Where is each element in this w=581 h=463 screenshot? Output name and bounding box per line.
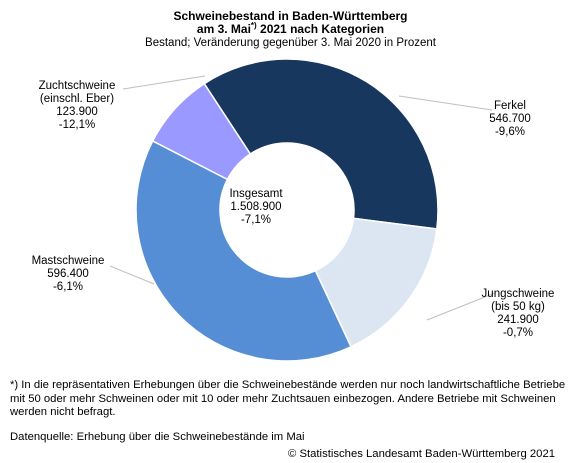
slice-ferkel [203, 58, 439, 230]
label-zuchtschweine: Zuchtschweine (einschl. Eber) 123.900 -1… [22, 80, 132, 132]
slice-mastschweine [135, 139, 353, 362]
label-zuchtschweine-change: -12,1% [58, 119, 96, 131]
slice-jungschweine [314, 217, 438, 348]
footnote-text: *) In die repräsentativen Erhebungen übe… [10, 379, 566, 418]
center-value: 1.508.900 [230, 201, 282, 213]
leader-mastschweine [109, 265, 155, 285]
label-ferkel-change: -9,6% [494, 126, 526, 138]
center-change: -7,1% [240, 214, 272, 226]
label-mastschweine-name: Mastschweine [31, 255, 105, 267]
label-jungschweine: Jungschweine (bis 50 kg) 241.900 -0,7% [468, 288, 568, 340]
label-ferkel-name: Ferkel [494, 100, 526, 112]
label-jungschweine-qualifier: (bis 50 kg) [491, 301, 545, 313]
label-mastschweine-change: -6,1% [52, 281, 84, 293]
center-label: Insgesamt 1.508.900 -7,1% [186, 188, 326, 227]
leader-jungschweine [426, 292, 496, 321]
label-mastschweine: Mastschweine 596.400 -6,1% [18, 255, 118, 294]
label-jungschweine-change: -0,7% [502, 327, 534, 339]
data-source: Datenquelle: Erhebung über die Schweineb… [10, 431, 305, 443]
title-category-text: 2021 nach Kategorien [256, 22, 385, 36]
chart-title-line1: Schweinebestand in Baden-Württemberg [173, 9, 408, 23]
slice-zuchtschweine [151, 82, 252, 181]
label-zuchtschweine-name: Zuchtschweine [38, 80, 116, 92]
label-ferkel-value: 546.700 [489, 113, 531, 125]
chart-title-line2: am 3. Mai*) 2021 nach Kategorien [0, 21, 581, 36]
leader-ferkel [398, 95, 493, 111]
copyright-notice: © Statistisches Landesamt Baden-Württemb… [288, 448, 556, 460]
footnote-marker: *) [250, 21, 257, 30]
label-zuchtschweine-qualifier: (einschl. Eber) [39, 93, 115, 105]
center-title: Insgesamt [229, 188, 283, 200]
label-ferkel: Ferkel 546.700 -9,6% [460, 100, 560, 139]
label-zuchtschweine-value: 123.900 [56, 106, 98, 118]
title-date-text: am 3. Mai [196, 22, 251, 36]
chart-subtitle: Bestand; Veränderung gegenüber 3. Mai 20… [145, 37, 436, 49]
label-jungschweine-name: Jungschweine [481, 288, 555, 300]
label-jungschweine-value: 241.900 [497, 314, 539, 326]
label-mastschweine-value: 596.400 [47, 268, 89, 280]
leader-zuchtschweine [122, 75, 206, 90]
